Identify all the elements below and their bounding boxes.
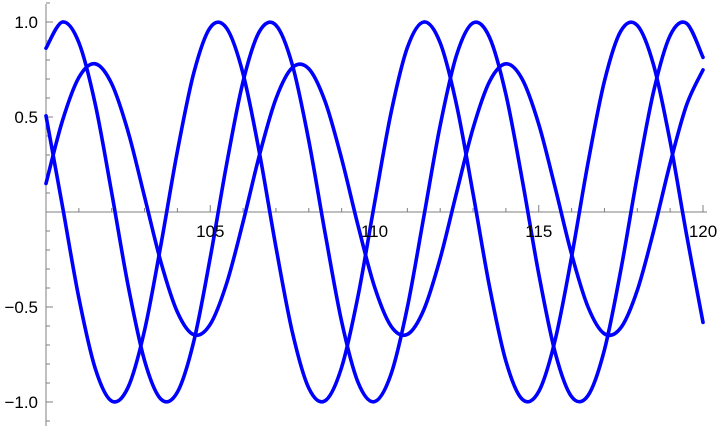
x-tick-label: 115: [525, 222, 552, 241]
series-lines: [44, 20, 705, 404]
y-tick-label: −0.5: [4, 298, 38, 317]
y-tick-label: 1.0: [14, 13, 38, 32]
series-line-3: [44, 61, 705, 338]
x-tick-label: 105: [196, 222, 224, 241]
series-line-2: [44, 20, 705, 404]
x-tick-label: 110: [361, 222, 388, 241]
series-line-1: [44, 20, 705, 404]
y-tick-label: 0.5: [14, 108, 38, 127]
tick-labels: 105 110 115 120 −1.0 −0.5 0.5 1.0: [4, 13, 717, 412]
y-tick-label: −1.0: [4, 393, 38, 412]
x-tick-label: 120: [689, 222, 717, 241]
